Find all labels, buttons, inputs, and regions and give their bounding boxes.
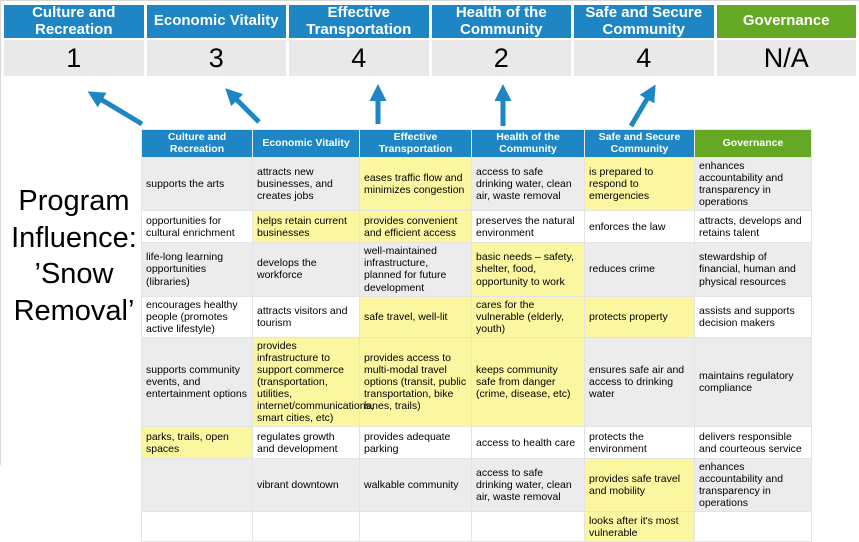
matrix-cell-highlighted: cares for the vulnerable (elderly, youth…: [471, 295, 585, 338]
matrix-cell: supports the arts: [141, 157, 253, 212]
matrix-header-governance: Governance: [694, 128, 812, 159]
matrix-row: supports community events, and entertain…: [141, 336, 812, 428]
matrix-cell: supports community events, and entertain…: [141, 336, 253, 428]
matrix-cell: walkable community: [359, 458, 472, 513]
matrix-cell-highlighted: safe travel, well-lit: [359, 295, 472, 338]
score-safe-and-secure-community: 4: [574, 40, 714, 76]
matrix-cell: life-long learning opportunities (librar…: [141, 242, 253, 297]
matrix-header-economic-vitality: Economic Vitality: [252, 128, 360, 159]
matrix-header-health-of-the-community: Health of the Community: [471, 128, 585, 159]
matrix-row: life-long learning opportunities (librar…: [141, 242, 812, 297]
score-economic-vitality: 3: [146, 40, 286, 76]
matrix-header-culture-and-recreation: Culture and Recreation: [141, 128, 253, 159]
arrow-culture: [87, 91, 144, 127]
matrix-row: parks, trails, open spaces regulates grow…: [141, 426, 812, 460]
matrix-cell: maintains regulatory compliance: [694, 336, 812, 428]
matrix-cell: provides adequate parking: [359, 426, 472, 460]
scorecard-grid: Culture and Recreation Economic Vitality E…: [4, 4, 856, 76]
scorecard-header-health-of-the-community: Health of the Community: [431, 4, 571, 38]
scorecard-header-effective-transportation: Effective Transportation: [289, 4, 429, 38]
matrix-cell-highlighted: eases traffic flow and minimizes congest…: [359, 157, 472, 212]
matrix-cell-highlighted: parks, trails, open spaces: [141, 426, 253, 460]
matrix-cell: preserves the natural environment: [471, 210, 585, 244]
matrix-cell-highlighted: looks after it's most vulnerable: [584, 511, 695, 542]
matrix-cell: attracts, develops and retains talent: [694, 210, 812, 244]
scorecard-header-economic-vitality: Economic Vitality: [146, 5, 286, 38]
matrix-cell: access to health care: [471, 426, 585, 460]
matrix-header-effective-transportation: Effective Transportation: [359, 128, 472, 159]
matrix-row: opportunities for cultural enrichment hel…: [141, 210, 812, 244]
score-governance: N/A: [716, 40, 856, 76]
score-effective-transportation: 4: [289, 40, 429, 76]
matrix-row: encourages healthy people (promotes acti…: [141, 295, 812, 338]
matrix-cell: enhances accountability and transparency…: [694, 458, 812, 513]
matrix-cell-highlighted: helps retain current businesses: [252, 210, 360, 244]
matrix-cell-highlighted: provides infrastructure to support comme…: [252, 336, 374, 428]
matrix-cell-highlighted: protects property: [584, 295, 695, 338]
scorecard-header-culture-and-recreation: Culture and Recreation: [4, 4, 144, 38]
matrix-cell: [359, 511, 472, 542]
scorecard: Culture and Recreation Economic Vitality E…: [4, 4, 856, 76]
matrix-cell: [141, 458, 253, 513]
arrow-economic: [225, 88, 261, 124]
matrix-cell: attracts visitors and tourism: [252, 295, 360, 338]
score-culture-and-recreation: 1: [4, 40, 144, 76]
matrix-cell: stewardship of financial, human and phys…: [694, 242, 812, 297]
matrix-cell-highlighted: provides access to multi-modal travel op…: [359, 336, 472, 428]
matrix-cell: well-maintained infrastructure, planned …: [359, 242, 472, 297]
matrix-cell-highlighted: provides convenient and efficient access: [359, 210, 472, 244]
matrix-row: looks after it's most vulnerable: [141, 511, 812, 542]
matrix-cell: assists and supports decision makers: [694, 295, 812, 338]
matrix-cell: access to safe drinking water, clean air…: [471, 458, 585, 513]
influence-arrows: [87, 84, 656, 128]
matrix-cell: [252, 511, 360, 542]
matrix-cell-highlighted: basic needs – safety, shelter, food, opp…: [471, 242, 585, 297]
matrix-cell: protects the environment: [584, 426, 695, 460]
matrix-cell-highlighted: provides safe travel and mobility: [584, 458, 695, 513]
matrix-cell-highlighted: keeps community safe from danger (crime,…: [471, 336, 585, 428]
matrix-cell: encourages healthy people (promotes acti…: [141, 295, 253, 338]
matrix-cell: enhances accountability and transparency…: [694, 157, 812, 212]
matrix-cell: ensures safe air and access to drinking …: [584, 336, 695, 428]
score-health-of-the-community: 2: [431, 40, 571, 76]
matrix-cell: delivers responsible and courteous servi…: [694, 426, 812, 460]
matrix-cell: [694, 511, 812, 542]
arrow-safe: [628, 84, 656, 128]
matrix-cell: attracts new businesses, and creates job…: [252, 157, 360, 212]
matrix-cell: reduces crime: [584, 242, 695, 297]
matrix-cell: [141, 511, 253, 542]
program-title: Program Influence: ’Snow Removal’: [11, 185, 137, 327]
matrix-row: vibrant downtown walkable community access…: [141, 458, 812, 513]
influence-matrix: Culture and Recreation Economic Vitality E…: [141, 128, 812, 542]
matrix-cell-highlighted: is prepared to respond to emergencies: [584, 157, 695, 212]
scorecard-header-safe-and-secure-community: Safe and Secure Community: [574, 4, 714, 38]
matrix-header-safe-and-secure-community: Safe and Secure Community: [584, 128, 695, 159]
scorecard-header-governance: Governance: [716, 5, 856, 38]
matrix-cell: develops the workforce: [252, 242, 360, 297]
matrix-row: supports the arts attracts new businesses…: [141, 157, 812, 212]
matrix-cell: vibrant downtown: [252, 458, 360, 513]
matrix-cell: [471, 511, 585, 542]
matrix-cell: opportunities for cultural enrichment: [141, 210, 253, 244]
matrix-cell: enforces the law: [584, 210, 695, 244]
matrix-cell: regulates growth and development: [252, 426, 360, 460]
matrix-cell: access to safe drinking water, clean air…: [471, 157, 585, 212]
